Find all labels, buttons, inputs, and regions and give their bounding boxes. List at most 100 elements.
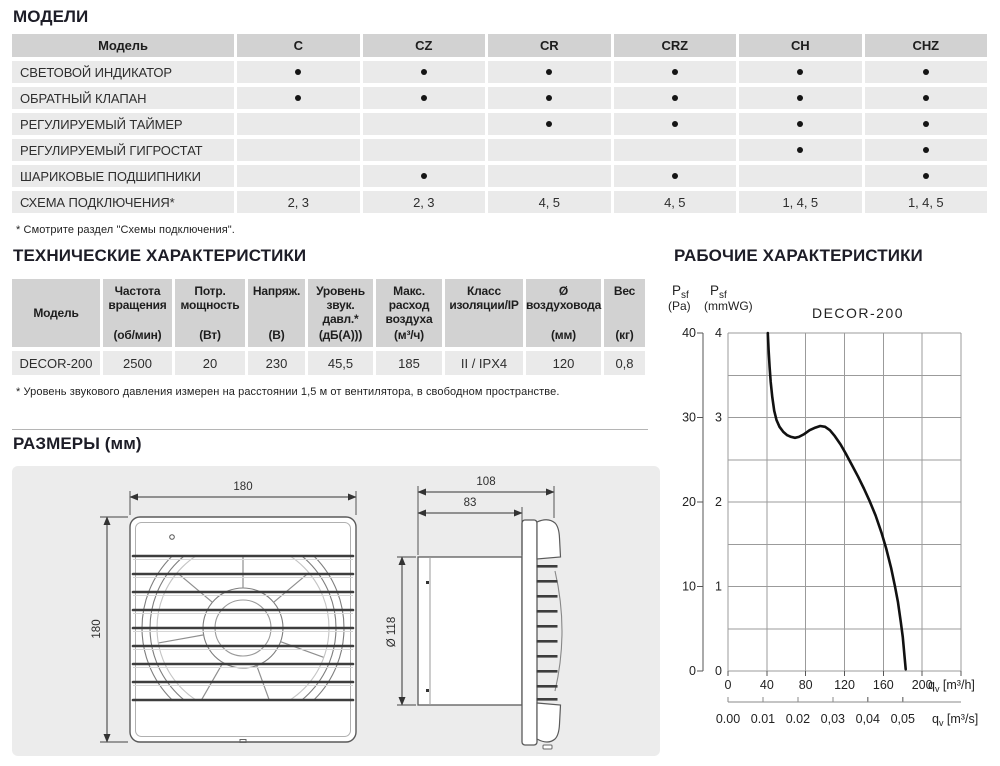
tech-col-name: Уровень звук. давл.* bbox=[316, 284, 365, 327]
feature-value-cell bbox=[488, 113, 611, 135]
y-tick-mmwg: 0 bbox=[715, 664, 722, 678]
tech-col-unit: (об/мин) bbox=[113, 327, 162, 342]
y-tick-pa: 10 bbox=[682, 580, 696, 594]
feature-dot-icon bbox=[546, 95, 553, 101]
x-tick-m3s: 0,03 bbox=[821, 712, 845, 726]
feature-value-cell bbox=[739, 61, 862, 83]
y-tick-pa: 30 bbox=[682, 411, 696, 425]
feature-dot-icon bbox=[420, 69, 427, 75]
feature-label: РЕГУЛИРУЕМЫЙ ГИГРОСТАТ bbox=[12, 139, 234, 161]
feature-value-cell bbox=[237, 113, 360, 135]
louver-slats bbox=[131, 554, 355, 702]
tech-col-header: Модель bbox=[12, 279, 100, 347]
feature-dot-icon bbox=[420, 173, 427, 179]
dim-duct-diameter: Ø 118 bbox=[386, 617, 398, 647]
feature-dot-icon bbox=[546, 69, 553, 75]
feature-dot-icon bbox=[922, 173, 929, 179]
feature-value-cell bbox=[488, 87, 611, 109]
feature-value-cell: 4, 5 bbox=[488, 191, 611, 213]
y-axis-pa-label: Psf bbox=[672, 283, 689, 301]
x-tick-m3h: 160 bbox=[873, 678, 894, 692]
fan-performance-curve bbox=[766, 331, 907, 671]
y-axis-pa bbox=[697, 332, 704, 672]
y-tick-pa: 20 bbox=[682, 495, 696, 509]
dimensions-drawing: 180 180 bbox=[91, 476, 563, 750]
tech-col-name: Класс изоляции/IP bbox=[449, 284, 519, 313]
feature-value-cell bbox=[362, 165, 485, 187]
feature-value-cell bbox=[864, 165, 987, 187]
y-axis-mmwg-unit: (mmWG) bbox=[704, 299, 753, 313]
models-header-model: Модель bbox=[12, 34, 234, 57]
tech-col-unit: (В) bbox=[268, 327, 285, 342]
feature-value-cell bbox=[864, 61, 987, 83]
tech-value-cell: 120 bbox=[526, 351, 601, 375]
feature-value-cell bbox=[613, 165, 736, 187]
models-footnote: * Смотрите раздел "Схемы подключения". bbox=[16, 224, 235, 236]
x-tick-m3s: 0.02 bbox=[786, 712, 810, 726]
dim-front-height: 180 bbox=[91, 619, 103, 638]
y-axis-pa-unit: (Pa) bbox=[668, 299, 691, 313]
tech-col-header: Уровень звук. давл.* (дБ(А))) bbox=[308, 279, 373, 347]
x-tick-m3h: 40 bbox=[760, 678, 774, 692]
x-tick-m3s: 0,04 bbox=[856, 712, 880, 726]
feature-value-cell bbox=[488, 139, 611, 161]
tech-value-cell: II / IPX4 bbox=[445, 351, 523, 375]
feature-dot-icon bbox=[797, 95, 804, 101]
feature-value-cell bbox=[362, 87, 485, 109]
tech-col-unit: (дБ(А))) bbox=[318, 327, 363, 342]
feature-label: РЕГУЛИРУЕМЫЙ ТАЙМЕР bbox=[12, 113, 234, 135]
section-title-models: МОДЕЛИ bbox=[13, 7, 89, 26]
tech-col-name: Потр. мощность bbox=[180, 284, 240, 313]
fan-side-view-drawing bbox=[417, 519, 563, 750]
x-tick-m3s: 0.00 bbox=[716, 712, 740, 726]
feature-dot-icon bbox=[797, 69, 804, 75]
feature-label: СВЕТОВОЙ ИНДИКАТОР bbox=[12, 61, 234, 83]
feature-value-cell bbox=[739, 87, 862, 109]
tech-footnote: * Уровень звукового давления измерен на … bbox=[16, 386, 560, 398]
fan-front-view-drawing bbox=[129, 516, 357, 743]
feature-value-cell bbox=[613, 139, 736, 161]
feature-value-cell: 1, 4, 5 bbox=[739, 191, 862, 213]
tech-specs-table: Модель Частота вращения (об/мин) Потр. мощн… bbox=[12, 279, 645, 375]
feature-dot-icon bbox=[922, 147, 929, 153]
tech-value-cell: 20 bbox=[175, 351, 245, 375]
bottom-screw-icon bbox=[239, 739, 247, 743]
louver-highlights bbox=[133, 559, 353, 686]
y-tick-pa: 0 bbox=[689, 664, 696, 678]
tech-col-unit: (кг) bbox=[615, 327, 634, 342]
feature-dot-icon bbox=[295, 95, 302, 101]
duct-screw-icon bbox=[426, 689, 429, 692]
y-tick-mmwg: 2 bbox=[715, 495, 722, 509]
feature-dot-icon bbox=[922, 69, 929, 75]
indicator-led-icon bbox=[169, 534, 175, 540]
x-axis-m3s bbox=[727, 697, 961, 703]
tech-col-unit: (Вт) bbox=[199, 327, 221, 342]
tech-col-header: Потр. мощность (Вт) bbox=[175, 279, 245, 347]
tech-col-header: Ø воздуховода (мм) bbox=[526, 279, 601, 347]
tech-value-cell: 185 bbox=[376, 351, 442, 375]
feature-dot-icon bbox=[295, 69, 302, 75]
x-axis-m3s-label: qv [m³/s] bbox=[932, 712, 978, 728]
chart-title: DECOR-200 bbox=[812, 305, 904, 321]
tech-col-header: Класс изоляции/IP bbox=[445, 279, 523, 347]
feature-dot-icon bbox=[797, 121, 804, 127]
tech-col-name: Напряж. bbox=[252, 284, 301, 298]
feature-dot-icon bbox=[546, 121, 553, 127]
section-title-tech: ТЕХНИЧЕСКИЕ ХАРАКТЕРИСТИКИ bbox=[13, 246, 307, 265]
feature-value-cell bbox=[362, 61, 485, 83]
feature-value-cell bbox=[488, 165, 611, 187]
models-header-CHZ: CHZ bbox=[864, 34, 987, 57]
feature-dot-icon bbox=[922, 121, 929, 127]
y-tick-mmwg: 4 bbox=[715, 326, 722, 340]
models-header-CH: CH bbox=[739, 34, 862, 57]
tech-value-cell: 0,8 bbox=[604, 351, 645, 375]
feature-value-cell bbox=[362, 113, 485, 135]
feature-value-cell bbox=[488, 61, 611, 83]
feature-value-cell bbox=[739, 113, 862, 135]
tech-col-name: Частота вращения bbox=[108, 284, 167, 313]
tech-col-name: Модель bbox=[33, 305, 79, 320]
tech-col-header: Напряж. (В) bbox=[248, 279, 305, 347]
tech-value-cell: 2500 bbox=[103, 351, 172, 375]
feature-value-cell: 1, 4, 5 bbox=[864, 191, 987, 213]
